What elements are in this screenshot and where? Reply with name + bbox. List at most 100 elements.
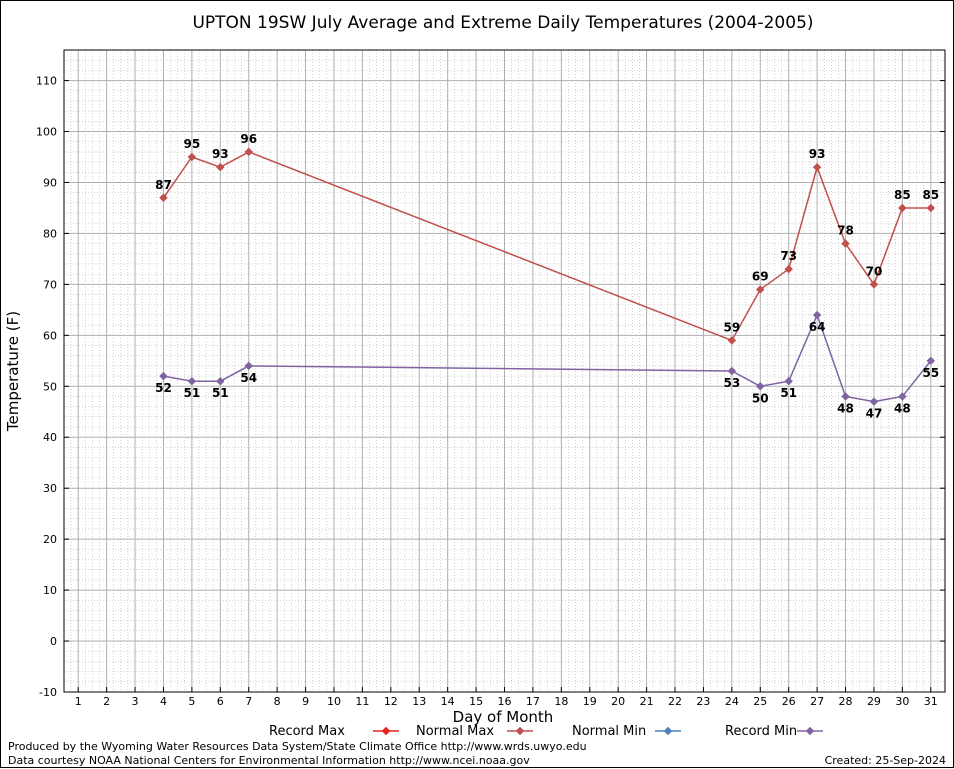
y-tick-label: 70	[43, 278, 57, 291]
data-label: 48	[894, 401, 911, 415]
data-point	[784, 264, 793, 274]
y-tick-label: 0	[50, 635, 57, 648]
y-tick-label: 100	[36, 126, 57, 139]
y-tick-label: -10	[39, 686, 57, 699]
series-line	[162, 151, 931, 342]
x-tick-label: 20	[611, 695, 625, 708]
x-tick-label: 3	[132, 695, 139, 708]
legend-item-record-min: Record Min	[725, 724, 823, 739]
data-point	[216, 162, 225, 172]
footer-created-date: Created: 25-Sep-2024	[825, 754, 946, 767]
x-tick-label: 7	[245, 695, 252, 708]
x-tick-label: 15	[469, 695, 483, 708]
x-tick-label: 10	[327, 695, 341, 708]
data-label: 64	[809, 320, 826, 334]
series-normal-max: 87 95 93 96 59 69 73 93 78 70 85 85	[155, 132, 939, 345]
x-tick-label: 29	[867, 695, 881, 708]
data-label: 59	[724, 320, 741, 334]
data-point	[187, 152, 197, 162]
x-tick-label: 2	[103, 695, 110, 708]
x-tick-label: 19	[583, 695, 597, 708]
legend-item-normal-max: Normal Max	[416, 724, 533, 739]
x-tick-label: 28	[839, 695, 853, 708]
x-tick-label: 24	[725, 695, 739, 708]
x-tick-label: 1	[75, 695, 82, 708]
data-point	[727, 336, 737, 345]
x-tick-label: 8	[274, 695, 281, 708]
x-tick-label: 25	[753, 695, 767, 708]
data-label: 48	[837, 401, 854, 415]
data-point	[244, 361, 253, 371]
x-tick-label: 23	[696, 695, 710, 708]
x-tick-label: 27	[810, 695, 824, 708]
data-point	[841, 392, 850, 401]
x-tick-label: 21	[640, 695, 654, 708]
data-label: 53	[724, 376, 741, 390]
data-point	[869, 280, 879, 289]
legend-item-record-max: Record Max	[269, 724, 399, 739]
y-tick-label: 110	[36, 75, 57, 88]
x-tick-label: 4	[160, 695, 167, 708]
x-tick-label: 14	[441, 695, 455, 708]
data-label: 73	[780, 249, 797, 263]
data-point	[926, 356, 936, 366]
x-tick-label: 31	[924, 695, 938, 708]
data-label: 96	[240, 132, 257, 146]
x-tick-label: 17	[526, 695, 540, 708]
x-tick-label: 5	[188, 695, 195, 708]
data-point	[898, 392, 907, 401]
x-tick-label: 9	[302, 695, 309, 708]
series-line	[163, 312, 932, 403]
data-point	[784, 376, 793, 386]
series-layer: 87 95 93 96 59 69 73 93 78 70 85 85 52 51 51 54 53 50 51 64…	[155, 132, 939, 421]
grid	[64, 49, 945, 693]
footer-data-courtesy: Data courtesy NOAA National Centers for …	[8, 754, 530, 767]
data-label: 50	[752, 391, 769, 405]
x-tick-label: 30	[895, 695, 909, 708]
x-tick-label: 26	[782, 695, 796, 708]
x-axis-label: Day of Month	[453, 708, 554, 726]
y-tick-label: 20	[43, 533, 57, 546]
x-tick-label: 16	[498, 695, 512, 708]
data-label: 51	[780, 386, 797, 400]
legend-label: Normal Min	[572, 724, 646, 739]
legend-swatch-marker	[515, 726, 525, 736]
data-point	[187, 376, 197, 386]
legend: Record Max Normal Max Normal Min Record Min	[269, 724, 823, 739]
chart-title: UPTON 19SW July Average and Extreme Dail…	[192, 13, 813, 33]
data-label: 55	[922, 366, 939, 380]
legend-label: Normal Max	[416, 724, 494, 739]
data-label: 78	[837, 224, 854, 238]
data-point	[756, 382, 765, 391]
x-tick-label: 18	[554, 695, 568, 708]
y-tick-label: 60	[43, 329, 57, 342]
data-label: 69	[752, 269, 769, 283]
x-tick-label: 6	[217, 695, 224, 708]
data-label: 87	[155, 178, 172, 192]
data-point	[812, 310, 822, 320]
data-point	[159, 371, 168, 381]
data-label: 95	[184, 137, 201, 151]
legend-label: Record Min	[725, 724, 797, 739]
data-label: 85	[922, 188, 939, 202]
legend-swatch-marker	[381, 726, 391, 736]
data-label: 54	[240, 371, 257, 385]
data-label: 51	[184, 386, 201, 400]
y-tick-label: 40	[43, 431, 57, 444]
data-point	[244, 147, 253, 157]
x-tick-label: 12	[384, 695, 398, 708]
y-tick-label: 90	[43, 176, 57, 189]
data-point	[216, 376, 225, 386]
legend-swatch-marker	[805, 726, 815, 736]
y-tick-label: 30	[43, 482, 57, 495]
y-tick-label: 10	[43, 584, 57, 597]
data-label: 47	[866, 407, 883, 421]
x-tick-label: 11	[355, 695, 369, 708]
data-point	[159, 193, 168, 203]
legend-item-normal-min: Normal Min	[572, 724, 681, 739]
data-label: 51	[212, 386, 229, 400]
data-point	[727, 366, 737, 376]
